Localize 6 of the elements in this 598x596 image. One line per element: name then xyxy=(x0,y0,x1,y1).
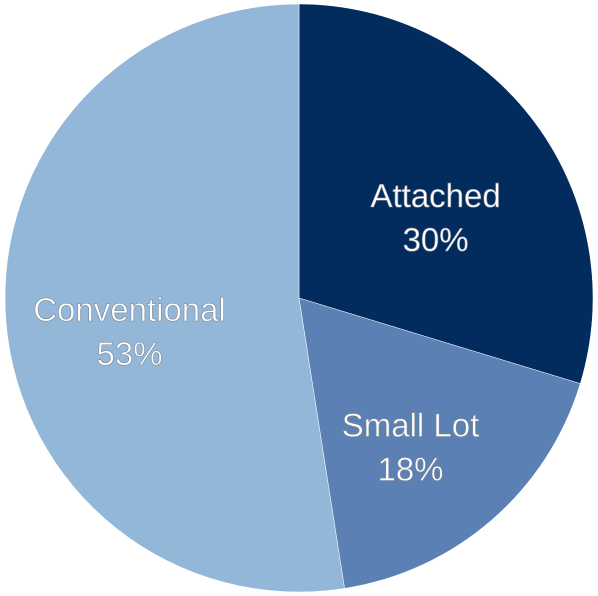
slice-label: Small Lot xyxy=(342,406,480,444)
data-label: 18% xyxy=(377,450,444,488)
slice-label: Attached xyxy=(370,176,501,214)
data-label: 30% xyxy=(402,220,469,258)
data-label: 53% xyxy=(96,335,163,372)
slice-label: Conventional xyxy=(33,291,226,328)
